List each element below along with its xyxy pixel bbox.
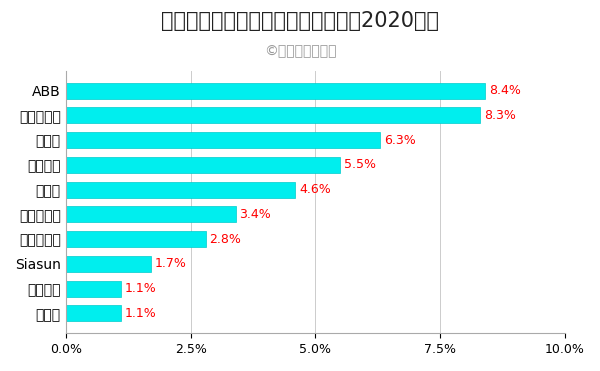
Text: 3.4%: 3.4% — [239, 208, 271, 221]
Bar — [66, 107, 480, 124]
Text: 2.8%: 2.8% — [209, 233, 241, 246]
Text: ©業界再編の動向: ©業界再編の動向 — [264, 45, 336, 59]
Bar — [66, 206, 236, 222]
Text: 1.7%: 1.7% — [155, 257, 187, 270]
Text: 産業用ロボットの推定世界シェア（2020年）: 産業用ロボットの推定世界シェア（2020年） — [161, 11, 439, 31]
Bar — [66, 132, 380, 148]
Text: 1.1%: 1.1% — [125, 307, 157, 320]
Text: 8.3%: 8.3% — [484, 109, 516, 122]
Text: 6.3%: 6.3% — [385, 134, 416, 147]
Bar — [66, 83, 485, 99]
Bar — [66, 280, 121, 296]
Bar — [66, 305, 121, 321]
Bar — [66, 256, 151, 272]
Text: 1.1%: 1.1% — [125, 282, 157, 295]
Bar — [66, 231, 206, 247]
Bar — [66, 181, 295, 198]
Bar — [66, 157, 340, 173]
Text: 8.4%: 8.4% — [489, 84, 521, 97]
Text: 4.6%: 4.6% — [299, 183, 331, 196]
Text: 5.5%: 5.5% — [344, 158, 376, 171]
